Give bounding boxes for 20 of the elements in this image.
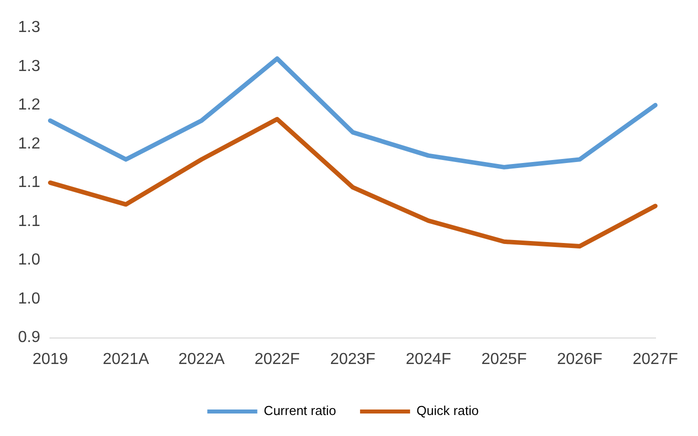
- legend-label: Quick ratio: [416, 403, 479, 418]
- y-tick-label: 1.0: [18, 290, 40, 308]
- y-tick-label: 1.3: [18, 58, 40, 75]
- y-tick-label: 1.0: [18, 252, 40, 269]
- x-tick-label: 2022F: [254, 350, 300, 368]
- y-tick-label: 1.1: [18, 174, 40, 192]
- x-tick-label: 2022A: [178, 350, 225, 368]
- x-tick-label: 2025F: [481, 350, 527, 368]
- legend-label: Current ratio: [264, 403, 336, 418]
- y-tick-label: 1.1: [18, 212, 40, 230]
- y-tick-label: 1.2: [18, 135, 40, 152]
- x-tick-label: 2026F: [556, 350, 603, 368]
- x-tick-label: 2023F: [330, 350, 376, 368]
- y-tick-label: 1.2: [18, 96, 40, 114]
- x-tick-label: 2024F: [406, 350, 452, 368]
- x-tick-label: 2021A: [102, 350, 150, 368]
- x-tick-label: 2019: [32, 350, 68, 368]
- x-tick-label: 2027F: [632, 350, 678, 368]
- y-tick-label: 0.9: [18, 329, 40, 346]
- y-tick-label: 1.3: [18, 19, 40, 36]
